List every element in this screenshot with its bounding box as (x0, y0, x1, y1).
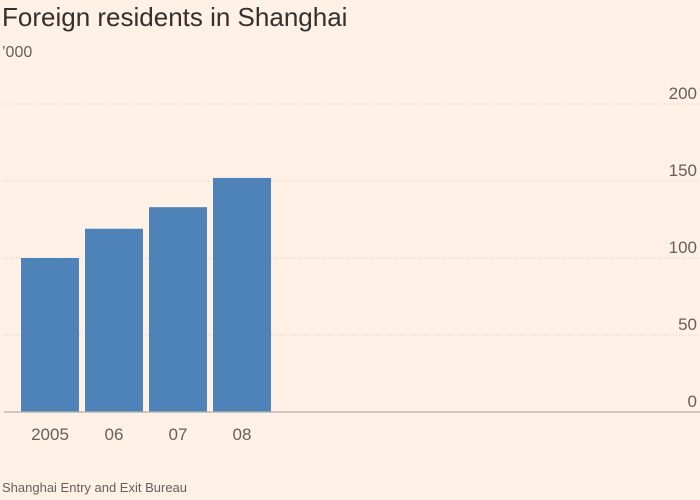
y-tick-label: 0 (688, 392, 697, 411)
x-tick-label: 08 (233, 425, 252, 444)
y-tick-label: 150 (669, 161, 697, 180)
y-tick-label: 200 (669, 84, 697, 103)
chart-subtitle: ’000 (2, 44, 33, 61)
x-tick-label: 07 (169, 425, 188, 444)
bar-08 (213, 177, 271, 412)
y-tick-label: 100 (669, 238, 697, 257)
chart-source: Shanghai Entry and Exit Bureau (2, 480, 188, 495)
y-tick-label: 50 (678, 315, 697, 334)
chart-title: Foreign residents in Shanghai (2, 2, 348, 32)
x-tick-label: 06 (105, 425, 124, 444)
x-tick-label: 2005 (31, 425, 69, 444)
bar-2005 (21, 258, 79, 412)
bar-07 (149, 207, 207, 412)
bar-06 (85, 228, 143, 412)
